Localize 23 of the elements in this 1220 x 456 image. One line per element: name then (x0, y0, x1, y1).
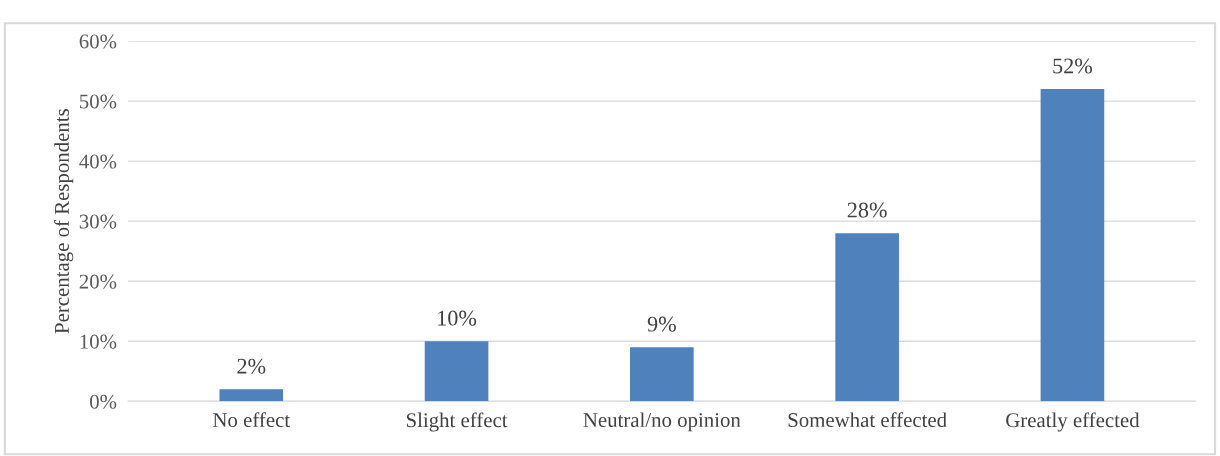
x-tick-label: Greatly effected (1006, 412, 1140, 432)
bar (219, 389, 284, 402)
bar (424, 341, 489, 402)
x-tick-label: Neutral/no opinion (583, 412, 741, 432)
data-label: 10% (438, 310, 477, 326)
y-tick-label: 20% (79, 274, 117, 289)
x-tick-label: Somewhat effected (788, 412, 947, 428)
bar (835, 233, 899, 402)
y-tick-label: 50% (80, 94, 117, 109)
bar (1040, 89, 1105, 402)
data-label: 9% (647, 316, 676, 332)
data-label: 28% (847, 202, 887, 218)
y-axis-title: Percentage of Respondents (54, 109, 74, 334)
y-tick-label: 0% (90, 394, 117, 409)
data-label: 52% (1053, 58, 1093, 74)
y-tick-label: 30% (79, 214, 117, 229)
bar (630, 347, 694, 402)
y-tick-label: 40% (79, 154, 117, 169)
y-tick-label: 60% (79, 34, 117, 49)
x-tick-label: Slight effect (406, 412, 508, 432)
x-tick-label: No effect (213, 412, 291, 428)
data-label: 2% (237, 358, 266, 374)
y-tick-label: 10% (80, 334, 117, 349)
